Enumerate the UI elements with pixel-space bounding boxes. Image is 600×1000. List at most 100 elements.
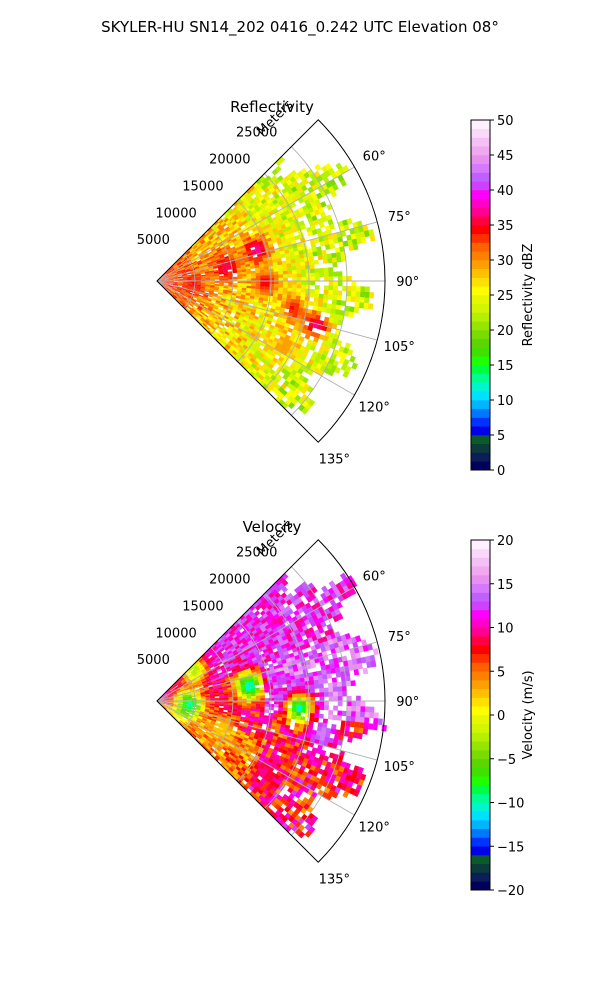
radar-cell [213, 315, 218, 321]
radar-cell [213, 686, 219, 690]
radar-cell [269, 274, 275, 279]
radar-cell [281, 318, 287, 324]
radar-cell [166, 270, 171, 274]
radar-cell [203, 294, 209, 298]
radar-cell [247, 344, 254, 350]
radar-cell [213, 323, 219, 328]
radar-cell [363, 302, 369, 310]
radar-cell [314, 293, 320, 299]
radar-cell [208, 328, 214, 334]
radar-cell [166, 271, 171, 275]
radar-cell [236, 685, 242, 689]
radar-cell [187, 282, 193, 284]
colorbar-swatch [471, 610, 490, 620]
radar-cell [309, 238, 316, 245]
radar-cell [241, 271, 247, 275]
radar-cell [194, 246, 199, 251]
radar-cell [168, 284, 173, 287]
radar-cell [347, 239, 353, 246]
radar-cell [290, 656, 296, 662]
radar-cell [177, 284, 183, 286]
radar-cell [224, 244, 230, 249]
radar-cell [316, 352, 323, 360]
radar-cell [346, 275, 352, 282]
radar-cell [363, 722, 369, 730]
radar-cell [185, 687, 190, 691]
radar-cell [232, 672, 239, 677]
radar-cell [168, 277, 174, 279]
radar-cell [168, 275, 174, 278]
radar-cell [256, 217, 263, 223]
radar-cell [173, 277, 179, 279]
radar-cell [200, 256, 206, 261]
radar-cell [222, 636, 228, 642]
radar-cell [184, 293, 190, 297]
radar-cell [213, 252, 219, 256]
radar-cell [260, 695, 265, 699]
radar-cell [192, 251, 197, 256]
radar-cell [259, 366, 266, 373]
radar-cell [168, 277, 174, 279]
radar-cell [179, 300, 184, 305]
radar-cell [292, 701, 297, 705]
radar-cell [182, 261, 187, 265]
radar-cell [216, 333, 222, 339]
radar-cell [223, 275, 229, 278]
radar-cell [187, 305, 192, 310]
radar-cell [319, 705, 325, 711]
angle-tick-label: 60° [363, 570, 386, 585]
radar-cell [307, 248, 313, 254]
radar-cell [160, 699, 165, 701]
radar-cell [252, 639, 259, 645]
radar-cell [274, 277, 279, 282]
radar-cell [243, 335, 250, 340]
radar-cell [250, 654, 256, 660]
radar-cell [225, 246, 231, 251]
colorbar-swatch [471, 653, 490, 663]
radar-cell [337, 701, 343, 707]
radar-cell [269, 335, 276, 341]
radar-cell [293, 651, 299, 657]
radar-cell [186, 694, 192, 697]
radar-cell [223, 671, 229, 676]
radar-cell [268, 685, 274, 690]
radar-cell [193, 265, 199, 268]
radar-cell [279, 670, 286, 675]
radar-cell [246, 629, 252, 635]
radar-cell [191, 286, 197, 289]
radar-cell [281, 389, 288, 397]
radar-cell [211, 231, 217, 237]
radar-cell [266, 604, 273, 611]
radar-cell [309, 631, 316, 638]
radar-cell [159, 278, 165, 280]
radar-cell [294, 234, 300, 241]
radar-cell [295, 262, 301, 267]
radar-cell [246, 283, 252, 287]
radar-cell [310, 331, 317, 338]
radar-cell [242, 283, 247, 286]
radar-cell [222, 650, 228, 656]
radar-cell [200, 274, 206, 277]
radar-cell [260, 198, 267, 205]
radar-cell [176, 297, 181, 302]
radar-cell [236, 687, 242, 691]
radar-cell [223, 232, 229, 238]
radar-cell [232, 305, 239, 310]
radar-cell [318, 348, 325, 355]
radar-cell [206, 678, 212, 682]
radar-cell [228, 629, 234, 635]
radar-cell [201, 669, 207, 674]
radar-cell [223, 631, 229, 637]
radar-cell [266, 184, 273, 191]
radar-cell [287, 266, 292, 271]
radar-cell [348, 244, 354, 251]
radar-cell [264, 360, 271, 367]
radar-cell [167, 693, 173, 696]
radar-cell [270, 196, 277, 202]
colorbar-swatch [471, 732, 490, 742]
radar-cell [214, 665, 220, 670]
radar-cell [267, 638, 274, 644]
radar-cell [256, 237, 263, 243]
radar-cell [246, 330, 252, 336]
radar-cell [336, 681, 342, 688]
